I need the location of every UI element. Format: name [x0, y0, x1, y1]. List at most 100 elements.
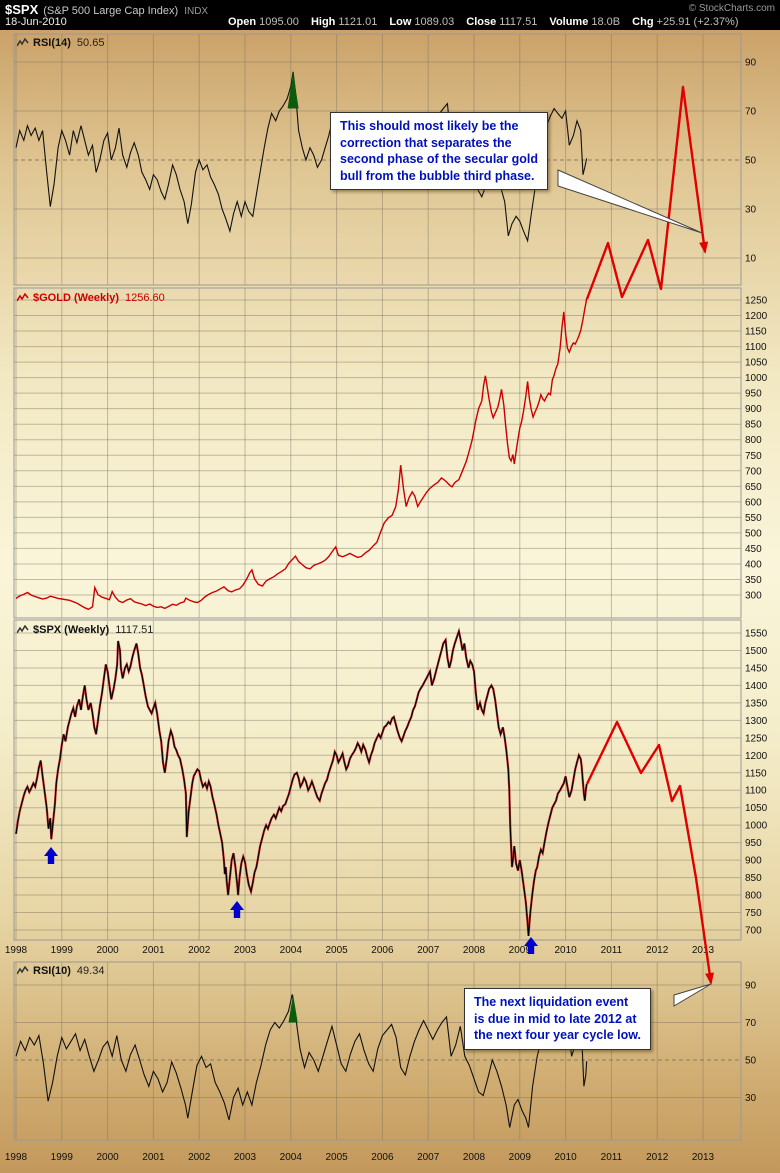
y-axis-tick-label: 1200	[745, 751, 768, 762]
gold-value: 1256.60	[125, 292, 165, 304]
y-axis-tick-label: 700	[745, 925, 762, 936]
y-axis-tick-label: 550	[745, 513, 762, 524]
x-axis-year-label: 2007	[417, 945, 440, 956]
y-axis-tick-label: 1100	[745, 342, 767, 353]
y-axis-tick-label: 90	[745, 981, 757, 992]
x-axis-year-label: 2011	[601, 945, 623, 956]
callout-line: the next four year cycle low.	[474, 1028, 641, 1042]
quote-volume: Volume 18.0B	[549, 16, 621, 28]
y-axis-tick-label: 900	[745, 856, 762, 867]
gold-panel-title: $GOLD (Weekly) 1256.60	[17, 292, 165, 304]
spx-series-red-underlay	[14, 627, 588, 936]
y-axis-tick-label: 800	[745, 435, 762, 446]
x-axis-year-label: 2006	[371, 1152, 394, 1163]
y-axis-tick-label: 700	[745, 466, 762, 477]
rsi14-value: 50.65	[76, 37, 105, 49]
y-axis-tick-label: 300	[745, 591, 762, 602]
y-axis-tick-label: 50	[745, 1056, 757, 1067]
y-axis-tick-label: 400	[745, 559, 762, 570]
gold-bubble-projection	[585, 85, 707, 300]
x-axis-year-label: 2006	[371, 945, 394, 956]
x-axis-year-label: 2003	[234, 945, 257, 956]
y-axis-tick-label: 850	[745, 420, 762, 431]
chart-header: $SPX (S&P 500 Large Cap Index) INDX © Stoc…	[0, 0, 780, 30]
quote-change: Chg +25.91 (+2.37%)	[632, 16, 739, 28]
series-line	[15, 297, 588, 611]
x-axis-year-label: 2010	[554, 945, 577, 956]
copyright: © StockCharts.com	[688, 3, 775, 14]
x-axis-year-label: 2012	[646, 1152, 669, 1163]
gold-callout-pointer	[557, 169, 703, 234]
spx-label: $SPX (Weekly)	[33, 624, 110, 636]
x-axis-year-label: 2008	[463, 1152, 486, 1163]
callout-line: second phase of the secular gold	[340, 152, 538, 166]
x-axis-year-label: 2003	[234, 1152, 257, 1163]
x-axis-year-label: 2000	[96, 1152, 119, 1163]
y-axis-tick-label: 1150	[745, 768, 767, 779]
y-axis-tick-label: 1150	[745, 327, 767, 338]
header-title-line: $SPX (S&P 500 Large Cap Index) INDX	[5, 1, 208, 19]
rsi14-panel-title: RSI(14) 50.65	[17, 37, 104, 49]
quote-open: Open 1095.00	[228, 16, 299, 28]
x-axis-year-label: 2004	[280, 945, 303, 956]
y-axis-tick-label: 350	[745, 575, 762, 586]
y-axis-tick-label: 70	[745, 107, 757, 118]
panel--gold-weekly-: 1250 1200 1150 1100 1050 1000 950 900 850 800 750 7…	[13, 287, 768, 619]
x-axis-year-label: 2002	[188, 945, 211, 956]
x-axis-year-label: 2001	[142, 1152, 165, 1163]
callout-line: is due in mid to late 2012 at	[474, 1011, 637, 1026]
x-axis-year-label: 2012	[646, 945, 669, 956]
rsi10-label: RSI(10)	[33, 965, 71, 977]
sparkline-icon	[17, 293, 29, 302]
x-axis-year-label: 2005	[325, 945, 348, 956]
cycle-low-arrow	[230, 901, 244, 918]
rsi10-panel-title: RSI(10) 49.34	[17, 965, 104, 977]
symbol: $SPX	[5, 2, 39, 17]
y-axis-tick-label: 650	[745, 482, 762, 493]
rsi10-value: 49.34	[76, 965, 105, 977]
x-axis-year-label: 2009	[509, 945, 532, 956]
x-axis-year-label: 2008	[463, 945, 486, 956]
y-axis-tick-label: 1500	[745, 646, 768, 657]
cycle-low-arrow	[524, 937, 538, 954]
y-axis-tick-label: 450	[745, 544, 762, 555]
y-axis-tick-label: 750	[745, 908, 762, 919]
rsi14-label: RSI(14)	[33, 37, 71, 49]
x-axis-year-label: 2010	[554, 1152, 577, 1163]
y-axis-tick-label: 1400	[745, 681, 768, 692]
panel--spx-weekly-: 1550 1500 1450 1400 1350 1300 1250 1200 1150 1100…	[13, 619, 768, 941]
callout-line: bull from the bubble third phase.	[340, 168, 535, 183]
series-line	[15, 994, 588, 1128]
symbol-name: (S&P 500 Large Cap Index)	[43, 5, 179, 17]
y-axis-tick-label: 1050	[745, 358, 768, 369]
y-axis-tick-label: 1100	[745, 786, 767, 797]
y-axis-tick-label: 600	[745, 497, 762, 508]
x-axis-year-label: 2011	[601, 1152, 623, 1163]
header-quote-line: 18-Jun-2010 Open 1095.00 High 1121.01 Low 1…	[5, 16, 739, 28]
cycle-low-arrow	[44, 847, 58, 864]
x-axis-year-label: 2009	[509, 1152, 532, 1163]
liquidation-callout: The next liquidation event is due in mid…	[464, 988, 651, 1050]
x-axis-year-label: 2001	[142, 945, 165, 956]
y-axis-tick-label: 800	[745, 891, 762, 902]
spx-decline-projection	[585, 720, 713, 984]
chart-date: 18-Jun-2010	[5, 16, 67, 28]
y-axis-tick-label: 1000	[745, 373, 768, 384]
y-axis-tick-label: 30	[745, 205, 757, 216]
x-axis-year-label: 1998	[5, 945, 28, 956]
y-axis-tick-label: 30	[745, 1093, 757, 1104]
y-axis-tick-label: 70	[745, 1018, 757, 1029]
y-axis-tick-label: 1250	[745, 296, 768, 307]
y-axis-tick-label: 500	[745, 528, 762, 539]
y-axis-tick-label: 1200	[745, 311, 768, 322]
rsi-green-spike	[288, 994, 298, 1023]
callout-line: The next liquidation event	[474, 995, 629, 1009]
gold-phase-callout: This should most likely be the correctio…	[330, 112, 548, 190]
gold-label: $GOLD (Weekly)	[33, 292, 119, 304]
y-axis-tick-label: 1050	[745, 803, 768, 814]
x-axis-year-label: 2007	[417, 1152, 440, 1163]
x-axis-year-label: 2004	[280, 1152, 303, 1163]
y-axis-tick-label: 900	[745, 404, 762, 415]
y-axis-tick-label: 750	[745, 451, 762, 462]
y-axis-tick-label: 1300	[745, 716, 768, 727]
